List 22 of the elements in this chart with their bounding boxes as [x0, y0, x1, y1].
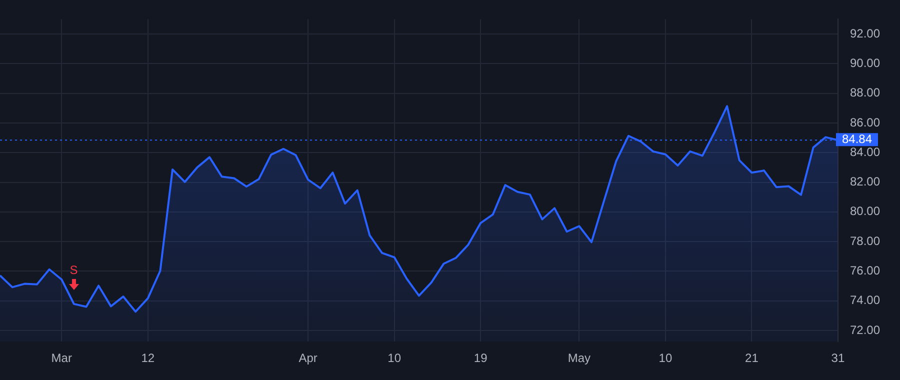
y-tick-label: 74.00: [850, 293, 880, 308]
y-tick-label: 72.00: [850, 322, 880, 337]
y-tick-label: 86.00: [850, 115, 880, 130]
x-tick-label: 19: [474, 351, 488, 366]
x-tick-label: 31: [831, 351, 845, 366]
y-tick-label: 84.00: [850, 144, 880, 159]
y-tick-label: 82.00: [850, 174, 880, 189]
x-tick-label: 10: [388, 351, 402, 366]
y-tick-label: 80.00: [850, 204, 880, 218]
x-tick-label: 10: [658, 351, 672, 366]
x-tick-label: 12: [141, 351, 155, 366]
x-tick-label: Mar: [51, 351, 72, 366]
x-tick-label: Apr: [298, 351, 318, 366]
y-tick-label: 76.00: [850, 264, 880, 278]
y-tick-label: 92.00: [850, 26, 880, 40]
y-tick-label: 88.00: [850, 86, 880, 100]
y-tick-label: 90.00: [850, 56, 880, 70]
ref-line-label: 84.84: [842, 132, 872, 146]
annotation: S: [70, 262, 78, 277]
y-tick-label: 78.00: [850, 234, 880, 248]
x-tick-label: 21: [745, 351, 759, 366]
x-tick-label: May: [568, 351, 591, 366]
